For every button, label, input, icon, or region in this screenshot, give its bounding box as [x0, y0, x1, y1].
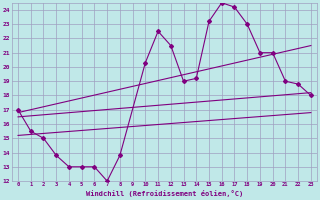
X-axis label: Windchill (Refroidissement éolien,°C): Windchill (Refroidissement éolien,°C) [86, 190, 243, 197]
